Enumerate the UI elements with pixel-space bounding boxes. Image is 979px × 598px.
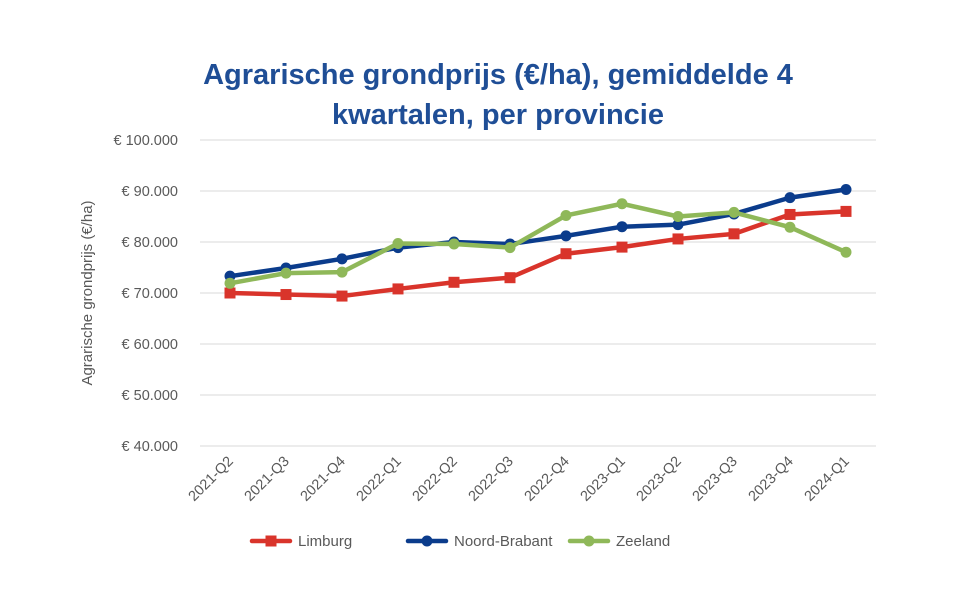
legend-marker-limburg [265, 535, 277, 547]
y-tick-label-1: € 50.000 [122, 388, 178, 404]
series-zeeland [224, 198, 852, 289]
legend-marker-zeeland [583, 535, 595, 547]
data-point-limburg-2024-Q1 [840, 205, 852, 217]
legend-item-noord-brabant: Noord-Brabant [405, 533, 553, 550]
data-point-zeeland-2022-Q4 [560, 209, 572, 221]
chart-title-line-2: kwartalen, per provincie [332, 99, 664, 131]
y-tick-label-0: € 40.000 [122, 439, 178, 455]
x-tick-label-2023-Q3: 2023-Q3 [690, 454, 741, 505]
series-line-limburg [227, 209, 849, 299]
x-tick-label-2021-Q4: 2021-Q4 [298, 454, 349, 505]
data-point-zeeland-2022-Q3 [504, 242, 516, 254]
data-point-zeeland-2022-Q2 [448, 238, 460, 250]
legend-label-noord-brabant: Noord-Brabant [454, 533, 553, 550]
data-point-limburg-2023-Q2 [672, 233, 684, 245]
x-tick-label-2024-Q1: 2024-Q1 [802, 454, 853, 505]
data-point-limburg-2022-Q2 [448, 276, 460, 288]
data-point-noord-brabant-2022-Q4 [560, 230, 572, 242]
legend-item-zeeland: Zeeland [567, 533, 670, 550]
data-point-limburg-2021-Q3 [280, 289, 292, 301]
data-point-limburg-2022-Q1 [392, 283, 404, 295]
data-point-limburg-2021-Q2 [224, 287, 236, 299]
y-tick-label-5: € 90.000 [122, 184, 178, 200]
y-tick-label-2: € 60.000 [122, 337, 178, 353]
y-axis-label: Agrarische grondprijs (€/ha) [79, 200, 96, 385]
x-tick-label-2022-Q3: 2022-Q3 [466, 454, 517, 505]
y-tick-label-3: € 70.000 [122, 286, 178, 302]
data-point-zeeland-2023-Q4 [784, 221, 796, 233]
y-tick-label-6: € 100.000 [113, 133, 178, 149]
data-point-limburg-2021-Q4 [336, 290, 348, 302]
data-point-noord-brabant-2023-Q2 [672, 219, 684, 231]
data-point-limburg-2023-Q4 [784, 208, 796, 220]
x-axis-ticks: 2021-Q2 2021-Q3 2021-Q4 2022-Q1 2022-Q2 2022-… [186, 454, 853, 505]
x-tick-label-2023-Q2: 2023-Q2 [634, 454, 685, 505]
data-point-zeeland-2022-Q1 [392, 238, 404, 250]
x-tick-label-2021-Q2: 2021-Q2 [186, 454, 237, 505]
data-point-zeeland-2023-Q2 [672, 211, 684, 222]
data-point-limburg-2023-Q3 [728, 228, 740, 240]
data-point-limburg-2023-Q1 [616, 241, 628, 253]
legend-label-limburg: Limburg [298, 533, 352, 550]
y-tick-label-4: € 80.000 [122, 235, 178, 251]
data-point-zeeland-2024-Q1 [840, 246, 852, 258]
x-tick-label-2022-Q4: 2022-Q4 [522, 454, 573, 505]
series-line-noord-brabant [227, 187, 849, 279]
data-series [224, 183, 852, 302]
legend-item-limburg: Limburg [249, 533, 352, 550]
data-point-zeeland-2023-Q1 [616, 198, 628, 210]
series-limburg [224, 205, 852, 302]
data-point-limburg-2022-Q4 [560, 248, 572, 260]
data-point-limburg-2022-Q3 [504, 272, 516, 284]
legend: Limburg Noord-Brabant Zeeland [249, 533, 670, 550]
legend-marker-noord-brabant [421, 535, 433, 547]
y-axis-ticks: € 40.000 € 50.000 € 60.000 € 70.000 € 80.000… [113, 133, 178, 455]
x-tick-label-2021-Q3: 2021-Q3 [242, 454, 293, 505]
data-point-zeeland-2021-Q3 [280, 267, 292, 279]
x-tick-label-2022-Q2: 2022-Q2 [410, 454, 461, 505]
data-point-zeeland-2023-Q3 [728, 206, 740, 218]
data-point-noord-brabant-2021-Q4 [336, 253, 348, 265]
data-point-zeeland-2021-Q4 [336, 266, 348, 278]
legend-label-zeeland: Zeeland [616, 533, 670, 550]
data-point-noord-brabant-2023-Q1 [616, 221, 628, 233]
x-tick-label-2022-Q1: 2022-Q1 [354, 454, 405, 505]
data-point-noord-brabant-2024-Q1 [840, 183, 852, 195]
chart-title: Agrarische grondprijs (€/ha), gemiddelde… [203, 59, 793, 131]
data-point-noord-brabant-2023-Q4 [784, 192, 796, 204]
data-point-zeeland-2021-Q2 [224, 277, 236, 289]
x-tick-label-2023-Q1: 2023-Q1 [578, 454, 629, 505]
chart-title-line-1: Agrarische grondprijs (€/ha), gemiddelde… [203, 59, 793, 91]
x-tick-label-2023-Q4: 2023-Q4 [746, 454, 797, 505]
series-line-zeeland [227, 201, 849, 286]
